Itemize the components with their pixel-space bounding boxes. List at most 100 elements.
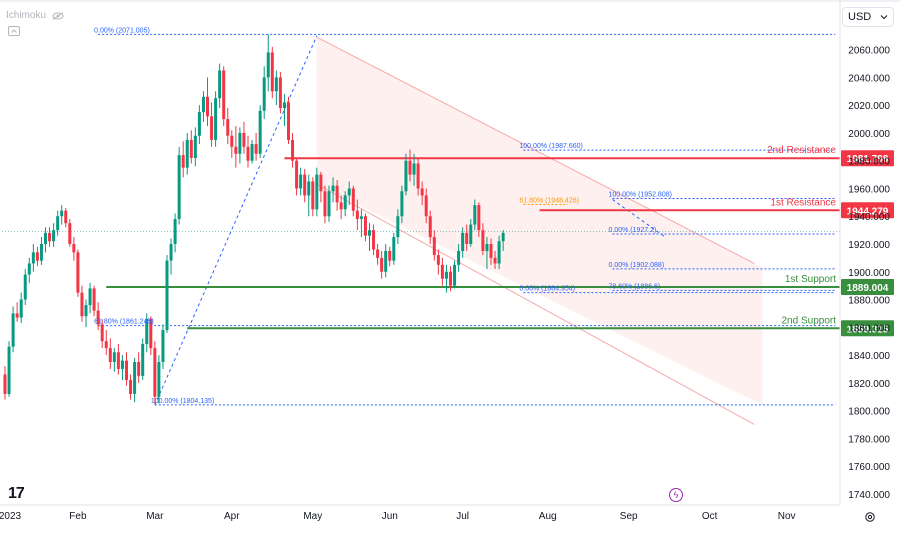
fib-level-label: 100.00% (1804.135)	[151, 398, 214, 405]
candle-body	[266, 52, 270, 78]
candle-body	[404, 160, 408, 192]
candle-body	[100, 324, 104, 342]
x-tick-label: May	[303, 511, 322, 522]
level-price-text: 1944.279	[847, 206, 889, 217]
candle-body	[92, 288, 96, 311]
chevron-down-icon	[880, 11, 888, 23]
y-tick-label: 1900.000	[848, 268, 890, 279]
candle-body	[193, 135, 197, 158]
y-tick-label: 1740.000	[848, 490, 890, 501]
candle-body	[282, 102, 286, 108]
y-tick-label: 1840.000	[848, 351, 890, 362]
fib-level-label: 0.00% (1884.954)	[519, 286, 575, 293]
fib-level-label: 61.80% (1861.245)	[94, 319, 154, 326]
candle-body	[323, 191, 327, 217]
y-tick-label: 1880.000	[848, 296, 890, 307]
candle-body	[432, 237, 436, 256]
x-tick-label: Sep	[620, 511, 638, 522]
y-tick-label: 2020.000	[848, 101, 890, 112]
tradingview-logo[interactable]: 17	[8, 485, 25, 502]
level-price-badge	[841, 202, 894, 219]
candle-body	[493, 257, 497, 264]
currency-label: USD	[848, 11, 872, 23]
eye-off-icon[interactable]	[52, 11, 64, 20]
candle-body	[39, 244, 43, 261]
level-price-badge	[841, 320, 894, 337]
candle-body	[165, 260, 169, 331]
candle-body	[291, 139, 295, 161]
x-tick-label: 2023	[0, 511, 22, 522]
candle-body	[15, 313, 19, 318]
candle-body	[497, 241, 501, 264]
candle-body	[31, 252, 35, 264]
candle-body	[428, 216, 432, 238]
candle-body	[335, 185, 339, 203]
candle-body	[481, 230, 485, 251]
fib-level-label: 78.60% (1886.6)	[609, 283, 661, 290]
candle-body	[206, 96, 209, 117]
candle-body	[214, 98, 218, 140]
channel-lower-line	[316, 183, 755, 425]
candle-body	[416, 163, 420, 189]
fib-diagonal-line	[154, 35, 318, 406]
fib-level-label: 61.80% (1948.426)	[519, 198, 579, 205]
candle-body	[64, 210, 68, 224]
candle-body	[161, 330, 165, 363]
candle-body	[355, 210, 359, 220]
candle-body	[230, 135, 234, 147]
candle-body	[23, 274, 27, 300]
candle-body	[400, 191, 404, 217]
candle-body	[359, 216, 363, 220]
currency-select[interactable]: USD	[842, 7, 894, 27]
level-price-badge	[841, 279, 894, 296]
candle-body	[3, 374, 7, 394]
candle-body	[444, 271, 448, 279]
candle-body	[52, 230, 56, 242]
candle-body	[368, 230, 371, 236]
candle-body	[7, 346, 11, 394]
candle-body	[250, 144, 254, 161]
candle-body	[173, 219, 177, 245]
lightning-icon[interactable]: ϟ	[669, 488, 683, 502]
candle-body	[189, 139, 193, 158]
candle-body	[234, 146, 238, 154]
candle-body	[295, 160, 299, 189]
candle-body	[96, 310, 100, 325]
candle-body	[218, 70, 222, 99]
channel-fill	[316, 37, 763, 406]
candle-body	[380, 257, 384, 272]
candle-body	[104, 341, 108, 349]
candle-body	[181, 155, 185, 168]
candle-body	[226, 119, 230, 136]
candle-body	[303, 174, 307, 196]
candle-body	[177, 155, 181, 220]
level-price-text: 1981.798	[847, 154, 889, 165]
candle-body	[246, 146, 250, 161]
collapse-legend-button[interactable]	[8, 26, 20, 36]
candle-body	[141, 343, 145, 376]
candle-body	[125, 360, 128, 381]
candle-body	[11, 313, 15, 347]
candle-body	[35, 252, 39, 261]
candle-body	[258, 110, 262, 154]
candle-body	[339, 202, 343, 210]
y-tick-label: 1920.000	[848, 240, 890, 251]
fib-level-label: 0.00% (1902.088)	[609, 262, 665, 269]
x-tick-label: Aug	[539, 511, 557, 522]
gear-icon[interactable]	[864, 510, 876, 522]
candle-body	[145, 318, 149, 344]
y-tick-label: 1860.000	[848, 323, 890, 334]
candle-body	[351, 188, 355, 211]
candle-body	[396, 216, 400, 238]
candle-body	[461, 232, 465, 251]
candle-body	[129, 380, 133, 394]
candle-body	[157, 362, 161, 397]
level-label: 1st Resistance	[770, 197, 836, 208]
indicator-legend[interactable]: Ichimoku	[6, 10, 64, 21]
y-tick-label: 1760.000	[848, 462, 890, 473]
candle-body	[108, 348, 112, 363]
candle-body	[278, 77, 282, 108]
fib-level-label: 0.00% (1927.2)	[609, 227, 657, 234]
candle-body	[222, 70, 226, 120]
